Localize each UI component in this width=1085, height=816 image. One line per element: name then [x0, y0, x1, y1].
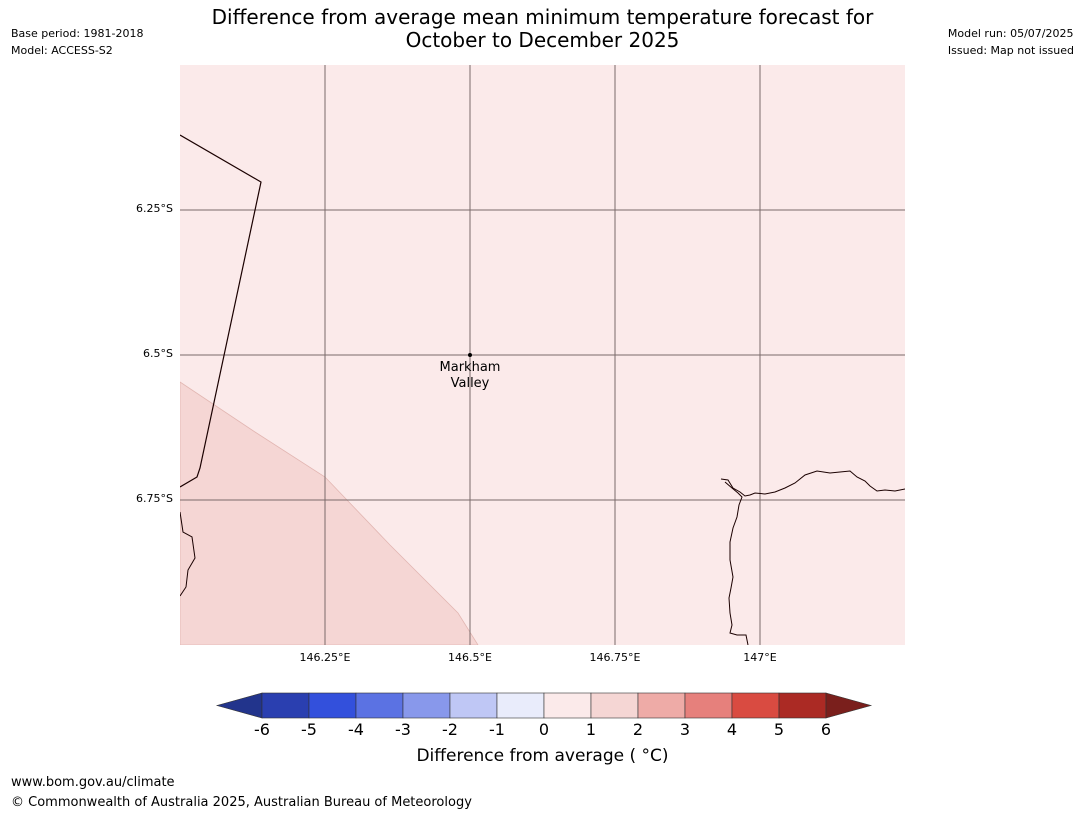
- colorbar-segment: [637, 692, 686, 719]
- river-southeast: [724, 481, 749, 646]
- colorbar-extend-low: [215, 692, 263, 719]
- meta-right: Model run: 05/07/2025 Issued: Map not is…: [948, 25, 1074, 59]
- location-label-line2: Valley: [451, 376, 490, 391]
- meta-left: Base period: 1981-2018 Model: ACCESS-S2: [11, 25, 143, 59]
- colorbar-segment: [402, 692, 451, 719]
- footer-url[interactable]: www.bom.gov.au/climate: [11, 775, 175, 790]
- location-label-line1: Markham: [440, 360, 501, 375]
- colorbar-tick-label: -6: [254, 720, 270, 739]
- colorbar-tick-label: 1: [585, 720, 597, 739]
- base-period: Base period: 1981-2018: [11, 27, 144, 40]
- lon-label-146-25: 146.25°E: [299, 651, 351, 664]
- colorbar-tick-label: -5: [301, 720, 317, 739]
- lon-label-146-75: 146.75°E: [589, 651, 641, 664]
- title-line-1: Difference from average mean minimum tem…: [211, 5, 874, 29]
- lon-label-147: 147°E: [743, 651, 777, 664]
- issued-status: Issued: Map not issued: [947, 44, 1074, 57]
- colorbar-extend-high: [825, 692, 873, 719]
- title-line-2: October to December 2025: [405, 28, 680, 52]
- colorbar-segment: [778, 692, 827, 719]
- model-name: Model: ACCESS-S2: [11, 44, 113, 57]
- lon-label-146-5: 146.5°E: [448, 651, 492, 664]
- colorbar-segment: [543, 692, 592, 719]
- colorbar-segment: [684, 692, 733, 719]
- colorbar-segment: [496, 692, 545, 719]
- colorbar-segment: [449, 692, 498, 719]
- colorbar-segment: [731, 692, 780, 719]
- colorbar-tick-label: -1: [489, 720, 505, 739]
- model-run: Model run: 05/07/2025: [947, 27, 1074, 40]
- lat-label-6-75: 6.75°S: [136, 492, 173, 505]
- colorbar: [215, 692, 873, 719]
- colorbar-segments: [215, 692, 873, 719]
- colorbar-segment: [355, 692, 404, 719]
- colorbar-tick-label: -2: [442, 720, 458, 739]
- footer-copyright: © Commonwealth of Australia 2025, Austra…: [11, 795, 472, 810]
- colorbar-tick-label: 2: [632, 720, 644, 739]
- lat-label-6-25: 6.25°S: [136, 202, 173, 215]
- graticule: [180, 65, 905, 645]
- colorbar-label: Difference from average ( °C): [416, 746, 669, 766]
- colorbar-tick-label: 5: [773, 720, 785, 739]
- map-panel[interactable]: Markham Valley: [179, 65, 906, 646]
- colorbar-segment: [308, 692, 357, 719]
- coastline-southwest: [179, 511, 196, 597]
- coastline-northeast: [720, 470, 906, 497]
- lat-label-6-5: 6.5°S: [143, 347, 173, 360]
- map-svg: Markham Valley: [179, 65, 906, 646]
- colorbar-tick-label: -4: [348, 720, 364, 739]
- colorbar-tick-label: 0: [538, 720, 550, 739]
- location-marker: [468, 353, 472, 357]
- coastline-west: [179, 134, 262, 488]
- colorbar-tick-label: 3: [679, 720, 691, 739]
- colorbar-segment: [261, 692, 310, 719]
- colorbar-tick-label: -3: [395, 720, 411, 739]
- colorbar-segment: [590, 692, 639, 719]
- colorbar-tick-label: 6: [820, 720, 832, 739]
- colorbar-tick-label: 4: [726, 720, 738, 739]
- map-title: Difference from average mean minimum tem…: [180, 6, 905, 52]
